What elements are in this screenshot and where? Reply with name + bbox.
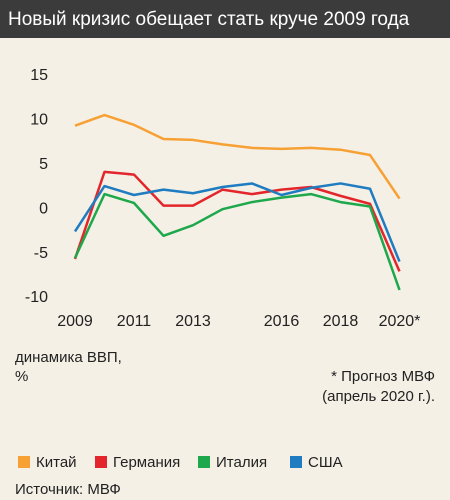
legend-label: Германия (113, 454, 180, 471)
x-tick-label: 2020* (379, 313, 421, 330)
y-tick-label: -5 (34, 245, 48, 262)
legend-label: Италия (216, 454, 267, 471)
x-tick-label: 2009 (57, 313, 93, 330)
note: * Прогноз МВФ (331, 368, 435, 385)
x-tick-label: 2011 (117, 313, 152, 330)
line (73, 182, 401, 263)
y-tick-label: 10 (30, 112, 48, 129)
y-tick-label: 5 (39, 156, 48, 173)
line (73, 192, 401, 291)
y-axis-label: динамика ВВП, (15, 349, 122, 366)
title-bar (0, 0, 450, 38)
legend-label: Китай (36, 454, 77, 471)
y-axis-label: % (15, 368, 28, 385)
y-tick-label: 15 (30, 67, 48, 84)
line (73, 170, 401, 272)
y-tick-label: -10 (25, 289, 48, 306)
x-tick-label: 2016 (264, 313, 300, 330)
line (74, 113, 401, 200)
note: (апрель 2020 г.). (322, 388, 435, 405)
x-tick-label: 2018 (323, 313, 359, 330)
legend-label: США (308, 454, 343, 471)
source: Источник: МВФ (15, 481, 121, 498)
legend-swatch (95, 456, 107, 468)
legend-swatch (18, 456, 30, 468)
legend-swatch (198, 456, 210, 468)
legend-swatch (290, 456, 302, 468)
chart-title: Новый кризис обещает стать круче 2009 го… (8, 9, 410, 30)
x-tick-label: 2013 (175, 313, 211, 330)
y-tick-label: 0 (39, 200, 48, 217)
